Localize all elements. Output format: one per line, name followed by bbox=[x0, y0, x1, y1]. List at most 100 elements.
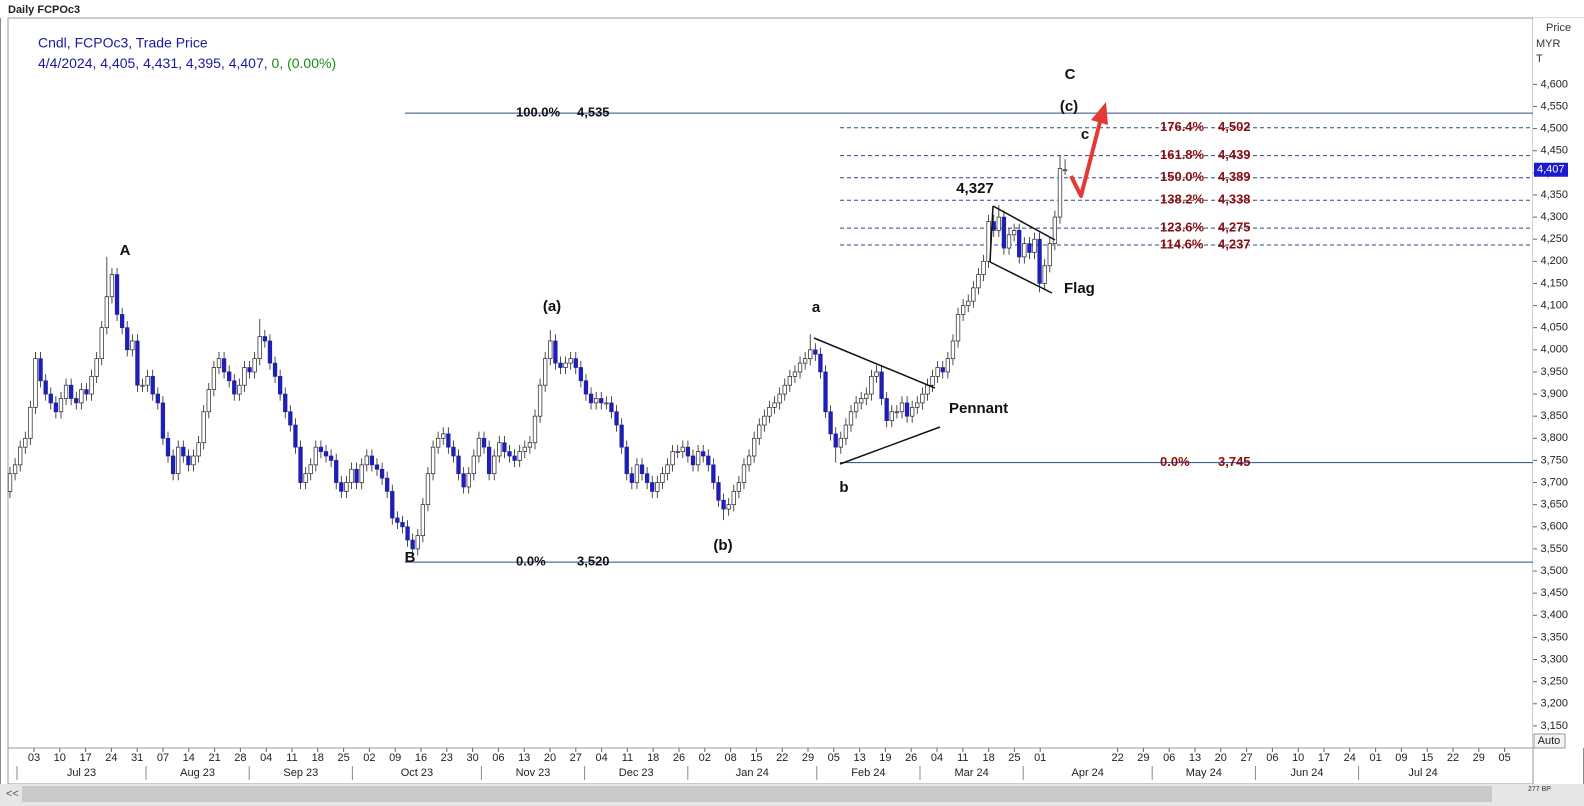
candle-body bbox=[237, 384, 242, 395]
x-tick-label: 15 bbox=[750, 752, 762, 764]
candle-body bbox=[12, 464, 18, 475]
x-tick-label: 15 bbox=[1421, 752, 1433, 764]
axis-caption: Price bbox=[1546, 22, 1571, 34]
candle-body bbox=[63, 384, 69, 399]
candle-body bbox=[813, 349, 818, 355]
x-tick-label: 20 bbox=[544, 752, 556, 764]
x-tick-label: 14 bbox=[183, 752, 195, 764]
candle-body bbox=[181, 446, 186, 457]
scroll-thumb[interactable] bbox=[22, 786, 1492, 802]
x-tick-label: 18 bbox=[312, 752, 324, 764]
flag-line bbox=[989, 205, 994, 263]
wave-label: C bbox=[1065, 66, 1076, 83]
candle-body bbox=[757, 424, 762, 439]
fib-price: 4,439 bbox=[1218, 147, 1251, 162]
candle-body bbox=[782, 384, 787, 395]
candle-body bbox=[915, 402, 920, 408]
wave-label: (b) bbox=[713, 537, 732, 554]
month-label: Jul 23 bbox=[67, 767, 96, 779]
month-label: Feb 24 bbox=[851, 767, 885, 779]
candle-body bbox=[599, 398, 604, 404]
candle-body bbox=[889, 411, 894, 421]
x-tick-label: 30 bbox=[466, 752, 478, 764]
title-bar bbox=[0, 0, 1584, 18]
fib-level: 0.0% bbox=[516, 554, 546, 569]
last-price-box bbox=[1534, 162, 1568, 177]
candle-body bbox=[558, 362, 563, 368]
candle-body bbox=[354, 468, 359, 483]
candle-body bbox=[48, 393, 53, 404]
x-tick-label: 06 bbox=[1266, 752, 1278, 764]
candle-body bbox=[920, 393, 925, 404]
candle-body bbox=[996, 216, 1001, 231]
x-tick-label: 02 bbox=[699, 752, 711, 764]
candle-body bbox=[410, 539, 415, 550]
flag-line bbox=[989, 261, 1053, 294]
y-tick-label: 3,800 bbox=[1540, 432, 1568, 444]
candle-body bbox=[695, 451, 701, 466]
scroll-left[interactable]: << bbox=[6, 788, 19, 800]
y-tick-label: 4,450 bbox=[1540, 145, 1568, 157]
y-tick-label: 4,350 bbox=[1540, 189, 1568, 201]
y-tick-label: 3,500 bbox=[1540, 565, 1568, 577]
candle-body bbox=[318, 446, 324, 452]
x-tick-label: 02 bbox=[363, 752, 375, 764]
candle-body bbox=[950, 340, 956, 360]
flag-line bbox=[992, 205, 1056, 241]
candle-body bbox=[1047, 243, 1052, 267]
candle-body bbox=[79, 389, 84, 404]
month-label: Sep 23 bbox=[283, 767, 318, 779]
candle-body bbox=[170, 455, 176, 475]
candle-body bbox=[594, 398, 599, 404]
candle-body bbox=[787, 376, 792, 386]
candle-body bbox=[746, 455, 752, 466]
y-tick-label: 4,300 bbox=[1540, 211, 1568, 223]
y-tick-label: 4,050 bbox=[1540, 322, 1568, 334]
candle-body bbox=[461, 473, 466, 488]
candle-body bbox=[84, 389, 89, 395]
x-tick-label: 29 bbox=[1473, 752, 1485, 764]
candle-body bbox=[527, 442, 533, 448]
candle-body bbox=[1001, 216, 1007, 249]
candle-body bbox=[206, 389, 211, 413]
candle-body bbox=[655, 482, 660, 492]
auto-button[interactable] bbox=[1533, 733, 1566, 749]
fib-price: 3,745 bbox=[1218, 454, 1251, 469]
month-label: Jun 24 bbox=[1290, 767, 1323, 779]
candle-body bbox=[588, 393, 594, 404]
candle-body bbox=[1032, 238, 1037, 253]
candle-body bbox=[680, 446, 685, 452]
candle-body bbox=[675, 451, 680, 453]
x-tick-label: 13 bbox=[518, 752, 530, 764]
candle-body bbox=[33, 358, 38, 408]
candle-body bbox=[1022, 243, 1027, 258]
candle-body bbox=[53, 402, 59, 413]
candle-body bbox=[191, 455, 196, 466]
auto-button-label[interactable]: Auto bbox=[1538, 735, 1561, 747]
y-tick-label: 4,100 bbox=[1540, 299, 1568, 311]
candle-body bbox=[114, 274, 120, 315]
candle-body bbox=[104, 296, 109, 329]
price-axis-area bbox=[1533, 18, 1584, 748]
candle-body bbox=[507, 451, 512, 457]
candle-body bbox=[762, 415, 767, 426]
y-tick-label: 3,550 bbox=[1540, 543, 1568, 555]
x-tick-label: 10 bbox=[54, 752, 66, 764]
fib-level: 0.0% bbox=[1160, 454, 1190, 469]
candle-body bbox=[670, 451, 675, 466]
candle-body bbox=[456, 455, 461, 475]
candle-body bbox=[644, 473, 650, 483]
axis-caption: MYR bbox=[1536, 38, 1561, 50]
bar-count: 277 BP bbox=[1528, 786, 1551, 793]
candle-body bbox=[313, 446, 318, 466]
fib-price: 4,389 bbox=[1218, 169, 1251, 184]
y-tick-label: 3,900 bbox=[1540, 388, 1568, 400]
candle-body bbox=[624, 446, 629, 475]
y-tick-label: 4,250 bbox=[1540, 233, 1568, 245]
candle-body bbox=[1027, 243, 1032, 253]
y-tick-label: 3,200 bbox=[1540, 698, 1568, 710]
x-tick-label: 09 bbox=[1395, 752, 1407, 764]
candle-body bbox=[512, 455, 517, 461]
x-tick-label: 06 bbox=[1163, 752, 1175, 764]
candle-body bbox=[379, 468, 385, 479]
